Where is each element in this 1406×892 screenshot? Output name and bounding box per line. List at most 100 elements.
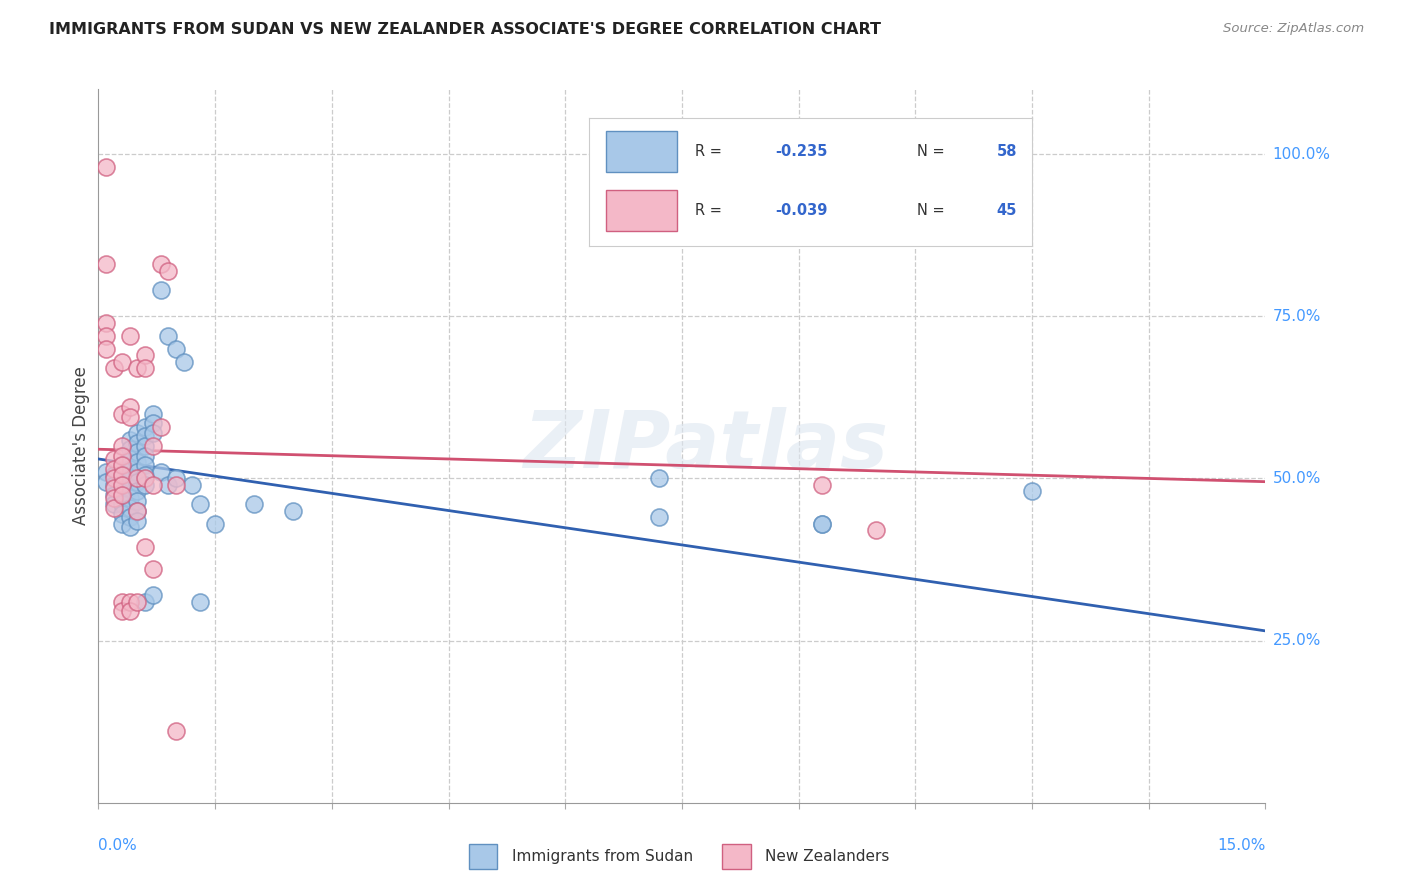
Point [127,514,149,528]
Point [127,484,149,499]
Point [142,425,165,440]
Y-axis label: Associate's Degree: Associate's Degree [72,367,90,525]
Point [96,257,118,271]
Point [127,425,149,440]
Point [134,471,156,485]
Point [134,439,156,453]
Point [134,468,156,483]
Point [142,407,165,421]
Point [118,595,141,609]
Point [165,724,187,739]
Point [103,471,125,485]
Point [865,524,887,538]
Point [811,478,834,492]
Point [127,435,149,450]
Point [96,160,118,174]
Text: New Zealanders: New Zealanders [765,849,890,863]
Point [111,458,134,473]
Point [118,452,141,467]
FancyBboxPatch shape [468,844,498,869]
Point [118,433,141,447]
Point [165,471,187,485]
Text: 50.0%: 50.0% [1272,471,1320,486]
Point [811,516,834,531]
Point [134,449,156,463]
Point [103,361,125,376]
Point [647,510,669,524]
Point [149,419,172,434]
Point [134,348,156,362]
Point [180,478,202,492]
Text: 75.0%: 75.0% [1272,309,1320,324]
Point [118,409,141,424]
Point [647,471,669,485]
Point [157,328,180,343]
Point [111,354,134,368]
Point [127,471,149,485]
Point [142,478,165,492]
Point [103,491,125,505]
Point [134,540,156,554]
Point [127,361,149,376]
Point [281,504,304,518]
Point [96,316,118,330]
Point [149,283,172,297]
Point [96,475,118,489]
Point [118,491,141,505]
Point [111,488,134,502]
Point [103,478,125,492]
Point [111,604,134,618]
Point [111,595,134,609]
Text: 0.0%: 0.0% [98,838,138,854]
Point [111,439,134,453]
Point [134,419,156,434]
Point [118,604,141,618]
Point [103,452,125,467]
Point [127,445,149,459]
Point [103,488,125,502]
FancyBboxPatch shape [723,844,751,869]
Point [165,478,187,492]
Point [1021,484,1043,499]
Point [118,520,141,534]
Point [111,468,134,483]
Point [134,361,156,376]
Point [149,465,172,479]
Point [118,400,141,414]
Point [118,500,141,515]
Point [103,497,125,511]
Point [142,588,165,602]
Text: 25.0%: 25.0% [1272,633,1320,648]
Point [127,504,149,518]
Point [111,516,134,531]
Point [111,507,134,521]
Point [96,328,118,343]
Point [134,478,156,492]
Point [118,471,141,485]
Point [96,465,118,479]
Point [111,449,134,463]
Point [111,468,134,483]
Point [111,497,134,511]
Text: Source: ZipAtlas.com: Source: ZipAtlas.com [1223,22,1364,36]
Point [111,458,134,473]
Point [118,328,141,343]
Point [103,481,125,495]
Point [96,342,118,356]
Point [118,510,141,524]
Point [127,475,149,489]
Point [111,478,134,492]
Text: Immigrants from Sudan: Immigrants from Sudan [512,849,693,863]
Point [111,478,134,492]
Point [188,595,211,609]
Point [188,497,211,511]
Point [173,354,195,368]
Point [142,562,165,576]
Point [134,458,156,473]
Point [149,257,172,271]
Point [127,455,149,469]
Point [142,417,165,431]
Text: 100.0%: 100.0% [1272,146,1330,161]
Point [142,439,165,453]
Point [134,429,156,443]
